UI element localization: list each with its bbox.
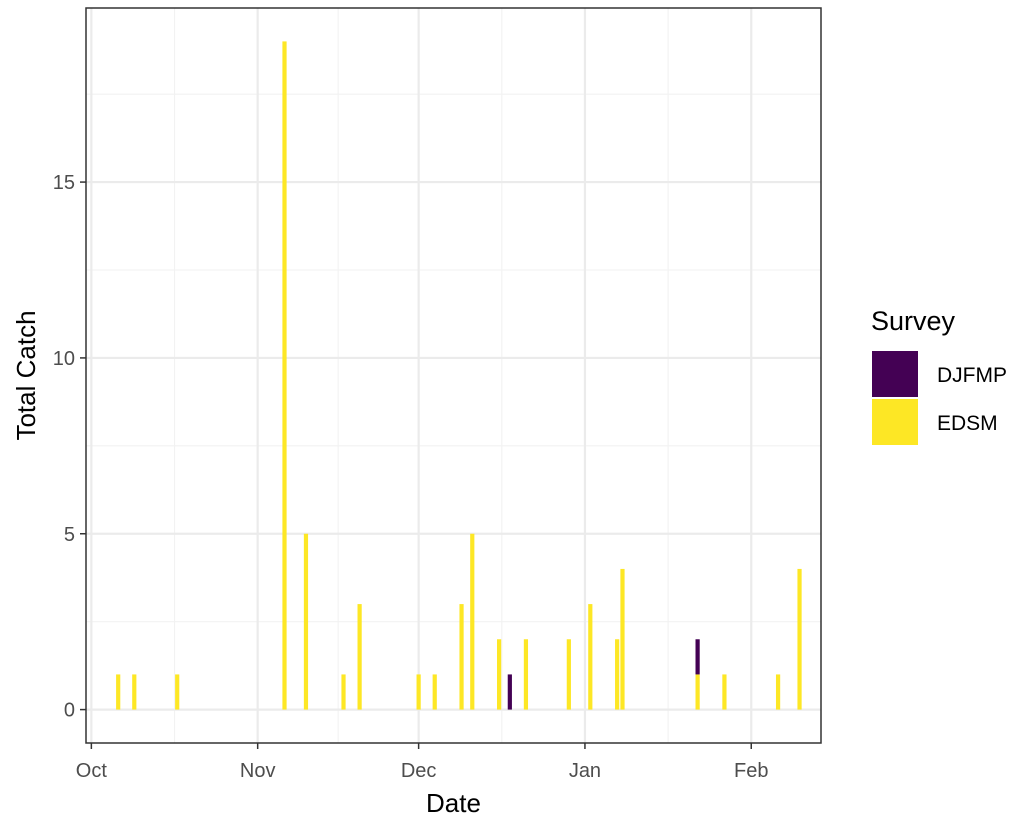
x-tick-label: Dec <box>401 760 437 782</box>
x-tick-label: Nov <box>240 760 276 782</box>
bar-edsm <box>588 604 593 710</box>
major-gridlines <box>86 8 821 743</box>
legend-label-edsm: EDSM <box>937 412 998 435</box>
bar-edsm <box>116 674 121 710</box>
y-tick-label: 0 <box>64 700 75 722</box>
bars <box>116 41 802 710</box>
legend: Survey DJFMP EDSM <box>871 306 1007 445</box>
bar-edsm <box>357 604 362 710</box>
plot-panel <box>85 7 822 744</box>
bar-djfmp <box>695 639 700 675</box>
y-tick-label: 10 <box>53 348 75 370</box>
legend-key-djfmp <box>872 351 918 397</box>
bar-edsm <box>459 604 464 710</box>
bar-edsm <box>615 639 620 710</box>
y-axis-title: Total Catch <box>11 310 41 440</box>
bar-edsm <box>470 533 475 710</box>
bar-edsm <box>341 674 346 710</box>
bar-edsm <box>775 674 781 710</box>
x-tick-label: Feb <box>734 760 768 782</box>
bar-edsm <box>175 674 180 710</box>
bar-edsm <box>416 674 421 710</box>
legend-key-edsm <box>872 399 918 445</box>
bar-edsm <box>523 639 529 710</box>
bar-edsm <box>566 639 571 710</box>
y-tick-label: 5 <box>64 524 75 546</box>
bar-djfmp <box>507 674 512 710</box>
x-tick-label: Jan <box>569 760 601 782</box>
legend-items: DJFMP EDSM <box>872 351 1007 445</box>
x-axis: Oct Nov Dec Jan Feb <box>76 743 768 782</box>
bar-edsm <box>722 674 727 710</box>
legend-label-djfmp: DJFMP <box>937 364 1007 387</box>
minor-gridlines <box>86 8 821 743</box>
panel-border <box>85 7 822 744</box>
y-axis: 0 5 10 15 <box>53 172 86 722</box>
y-tick-label: 15 <box>53 172 75 194</box>
x-axis-title: Date <box>426 788 481 818</box>
bar-edsm <box>797 568 802 710</box>
bar-edsm <box>303 533 309 710</box>
panel-background <box>86 8 821 743</box>
x-tick-label: Oct <box>76 760 108 782</box>
bar-edsm <box>620 568 625 710</box>
bar-edsm <box>132 674 137 710</box>
bar-edsm <box>282 41 287 710</box>
bar-edsm <box>695 674 700 710</box>
bar-edsm <box>432 674 437 710</box>
legend-title: Survey <box>871 306 956 336</box>
bar-edsm <box>497 639 502 710</box>
